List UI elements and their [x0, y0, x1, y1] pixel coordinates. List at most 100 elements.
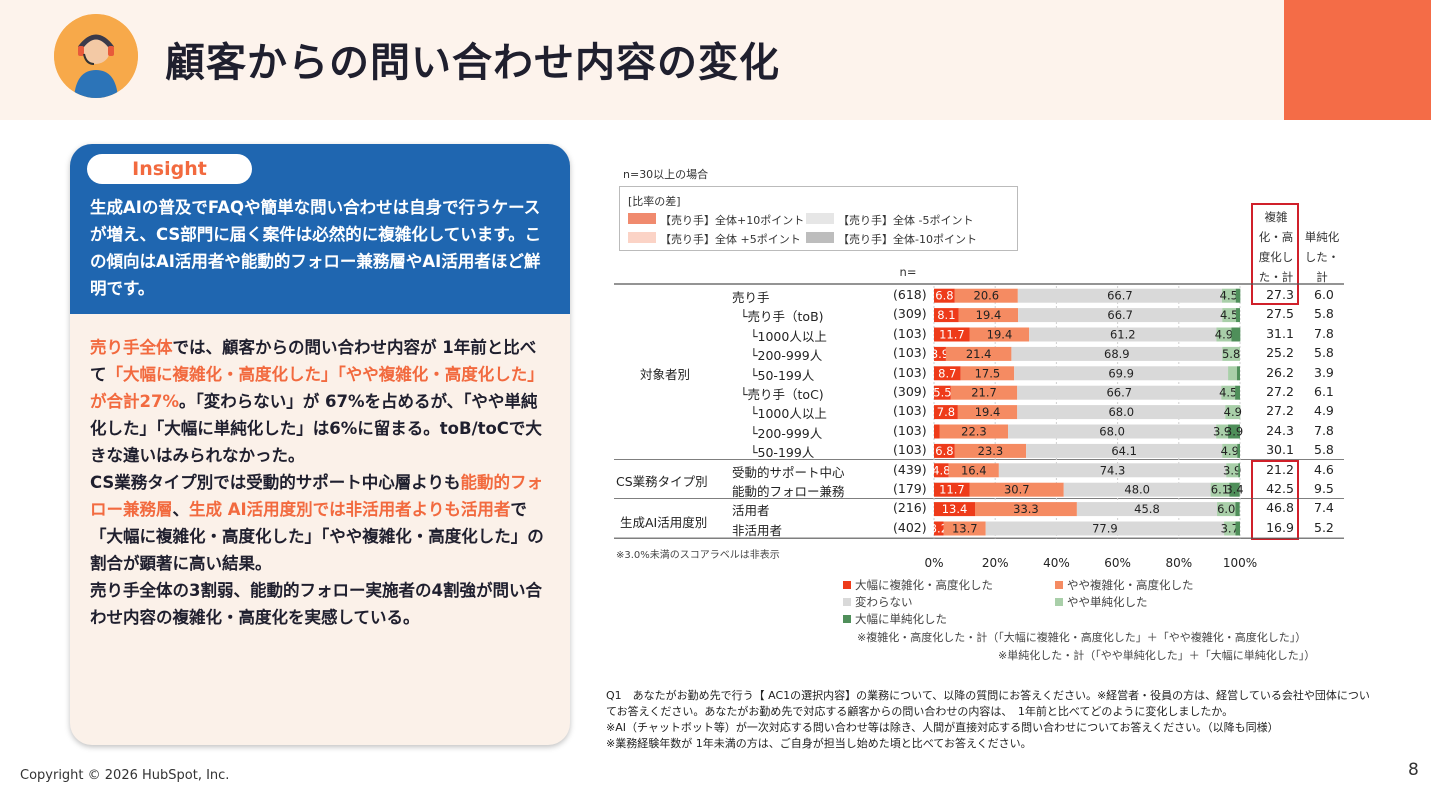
complex-total: 30.1 — [1266, 442, 1294, 458]
bar-segment — [1017, 288, 1222, 303]
row-label: └売り手（toC) — [740, 387, 824, 402]
group-label-cs: CS業務タイプ別 — [616, 474, 708, 489]
row-n: (309) — [893, 306, 927, 322]
series-legend-swatch — [843, 598, 851, 606]
complex-total: 27.2 — [1266, 403, 1294, 419]
question-note: ※業務経験年数が 1年未満の方は、ご自身が担当し始めた頃と比べてお答えください。 — [606, 737, 1032, 750]
data-label: 4.5 — [1220, 289, 1238, 303]
bar-segment — [950, 385, 1018, 400]
bar-segment — [958, 308, 1019, 323]
bar-segment — [1226, 463, 1239, 478]
insight-text: 生成AIの普及でFAQや簡単な問い合わせは自身で行うケースが増え、CS部門に届く… — [90, 198, 542, 298]
question-text: Q1 あなたがお勤め先で行う【 AC1の選択内容】の業務について、以降の質問にお… — [606, 688, 1376, 752]
bar-segment — [1018, 308, 1223, 323]
data-label: 64.1 — [1111, 444, 1137, 458]
question-note: ※AI（チャットボット等）が一次対応する問い合わせ等は除き、人間が直接対応する問… — [606, 721, 1279, 734]
data-label: 13.7 — [952, 522, 978, 536]
row-n: (103) — [893, 422, 927, 438]
data-label: 19.4 — [987, 328, 1013, 342]
series-legend-swatch — [1055, 598, 1063, 606]
data-label: 5.5 — [933, 386, 951, 400]
data-label: 6.0 — [1217, 502, 1235, 516]
data-label: 19.4 — [976, 308, 1002, 322]
legend-swatch — [628, 232, 656, 243]
data-label: 3.9 — [931, 347, 949, 361]
bar-segment — [985, 521, 1225, 536]
bar-segment — [1221, 288, 1236, 303]
data-label: 68.0 — [1108, 405, 1134, 419]
row-n: (103) — [893, 364, 927, 380]
question-q1: Q1 あなたがお勤め先で行う【 AC1の選択内容】の業務について、以降の質問にお… — [606, 689, 1370, 718]
bar-segment — [954, 288, 1018, 303]
summary-span: で「大幅に複雑化・高度化した」「やや複雑化・高度化した」の割合が顕著に高い結果。 — [90, 500, 544, 573]
bar-segment — [1231, 327, 1241, 342]
bar-segment — [969, 482, 1064, 497]
group-label-target: 対象者別 — [640, 367, 691, 382]
difference-legend: [比率の差] 【売り手】全体+10ポイント 【売り手】全体 +5ポイント 【売り… — [619, 186, 1018, 251]
row-n: (439) — [893, 461, 927, 477]
data-label: 33.3 — [1013, 502, 1039, 516]
data-label: 4.5 — [1219, 386, 1237, 400]
bar-segment — [939, 424, 1009, 439]
header-simple: 単純化した・計 — [1304, 230, 1340, 284]
data-label: 74.3 — [1100, 463, 1126, 477]
bar-segment — [1221, 385, 1236, 400]
series-legend-swatch — [843, 615, 851, 623]
x-tick-label: 60% — [1104, 556, 1131, 570]
simple-total: 4.6 — [1314, 461, 1334, 477]
data-label: 3.4 — [1225, 483, 1243, 497]
data-label: 22.3 — [961, 425, 987, 439]
page-title: 顧客からの問い合わせ内容の変化 — [165, 40, 780, 86]
data-label: 17.5 — [975, 366, 1001, 380]
formula-note: ※単純化した・計（「やや単純化した」＋「大幅に単純化した」） — [998, 649, 1316, 662]
complex-total: 27.2 — [1266, 384, 1294, 399]
copyright: Copyright © 2026 HubSpot, Inc. — [20, 768, 230, 783]
series-legend-label: 変わらない — [855, 595, 913, 609]
simple-total: 6.0 — [1314, 287, 1334, 302]
bar-segment — [934, 346, 946, 361]
data-label: 11.7 — [939, 328, 965, 342]
simple-total: 5.2 — [1314, 519, 1334, 535]
data-label: 6.8 — [935, 444, 953, 458]
data-label: 11.7 — [939, 483, 965, 497]
legend-title: [比率の差] — [628, 195, 681, 208]
data-label: 30.7 — [1004, 483, 1030, 497]
row-n: (103) — [893, 345, 927, 361]
data-label: 4.9 — [1221, 444, 1239, 458]
complex-total: 42.5 — [1266, 481, 1294, 496]
bar-segment — [934, 463, 949, 478]
row-n: (309) — [893, 384, 927, 399]
chart-annotation: ※3.0%未満のスコアラベルは非表示 — [616, 550, 780, 561]
row-label: 活用者 — [732, 503, 770, 519]
support-agent-icon — [54, 14, 138, 98]
data-label: 6.8 — [935, 289, 953, 303]
bar-segment — [945, 346, 1012, 361]
accent-block — [1284, 0, 1431, 120]
bar-segment — [1238, 463, 1240, 478]
bar-segment — [1237, 443, 1240, 458]
bar-segment — [960, 366, 1015, 381]
summary-span: では、顧客からの問い合わせ内容が 1年前と比べて — [90, 338, 537, 384]
bar-segment — [1011, 346, 1223, 361]
bar-segment — [1017, 405, 1226, 420]
complex-total: 24.3 — [1266, 422, 1294, 438]
row-label: 売り手 — [732, 290, 770, 305]
header-n: n= — [899, 265, 917, 279]
bar-segment — [934, 385, 951, 400]
complex-total: 21.2 — [1266, 461, 1294, 477]
row-n: (216) — [893, 500, 927, 516]
bar-segment — [948, 463, 999, 478]
simple-total: 5.8 — [1314, 442, 1334, 458]
complex-total: 27.5 — [1266, 306, 1294, 322]
page-number: 8 — [1408, 760, 1419, 780]
bar-segment — [1017, 385, 1222, 400]
data-label: 68.0 — [1099, 425, 1125, 439]
bar-segment — [1014, 366, 1229, 381]
legend-swatch — [628, 213, 656, 224]
highlight-box-bottom — [1251, 460, 1299, 540]
simple-total: 4.9 — [1314, 403, 1334, 419]
simple-total: 5.8 — [1314, 345, 1334, 361]
row-label: └200-999人 — [750, 425, 823, 441]
series-legend-swatch — [1055, 581, 1063, 589]
row-label: └50-199人 — [750, 445, 815, 461]
